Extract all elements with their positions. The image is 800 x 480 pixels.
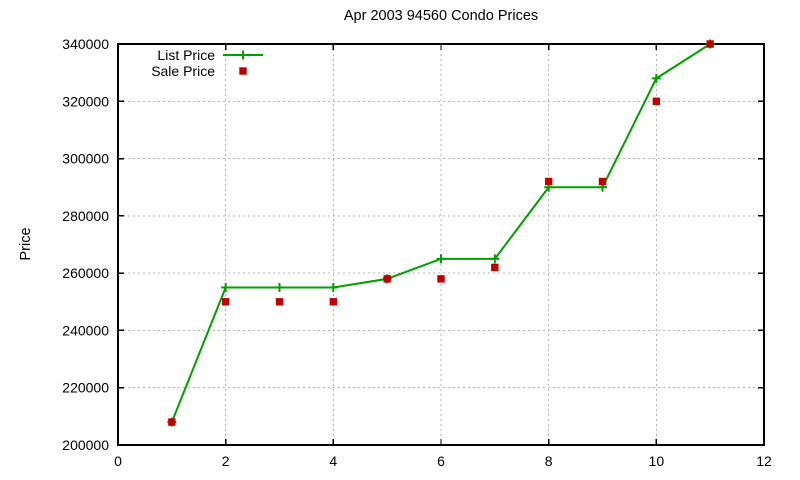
- legend-label-list-price: List Price: [157, 47, 215, 63]
- legend-row-sale-price: Sale Price: [95, 63, 263, 79]
- sale-price-square-marker: [329, 298, 338, 306]
- sale-price-square-marker: [221, 298, 230, 306]
- x-tick-label: 0: [114, 453, 122, 469]
- sale-price-square-marker: [652, 97, 661, 105]
- sale-price-square-marker: [706, 40, 714, 48]
- sale-price-square-marker: [383, 275, 391, 283]
- y-tick-label: 280000: [62, 208, 109, 224]
- x-tick-label: 8: [545, 453, 553, 469]
- y-tick-label: 300000: [62, 151, 109, 167]
- y-tick-label: 220000: [62, 380, 109, 396]
- chart-title: Apr 2003 94560 Condo Prices: [343, 8, 539, 24]
- legend-label-sale-price: Sale Price: [151, 63, 215, 79]
- sale-price-square-sample-icon: [239, 67, 247, 75]
- sale-price-square-marker: [544, 177, 553, 186]
- y-tick-label: 320000: [62, 93, 109, 109]
- y-tick-label: 340000: [62, 36, 109, 52]
- x-tick-label: 10: [649, 453, 665, 469]
- x-tick-label: 2: [222, 453, 230, 469]
- sale-price-square-marker: [491, 263, 499, 272]
- y-axis-label: Price: [18, 227, 34, 261]
- legend-row-list-price: List Price: [95, 47, 263, 63]
- x-tick-label: 6: [437, 453, 445, 469]
- x-tick-label: 4: [329, 453, 337, 469]
- y-tick-label: 200000: [62, 437, 109, 453]
- x-tick-label: 12: [756, 453, 772, 469]
- list-price-line-sample-icon: [223, 50, 263, 60]
- legend: List Price Sale Price: [95, 47, 263, 79]
- y-tick-label: 260000: [62, 265, 109, 281]
- y-tick-label: 240000: [62, 322, 109, 338]
- sale-price-square-marker: [437, 275, 445, 283]
- sale-price-square-marker: [598, 177, 607, 186]
- sale-price-square-marker: [275, 298, 284, 306]
- sale-price-square-marker: [168, 418, 176, 426]
- legend-square-sample: [239, 67, 247, 75]
